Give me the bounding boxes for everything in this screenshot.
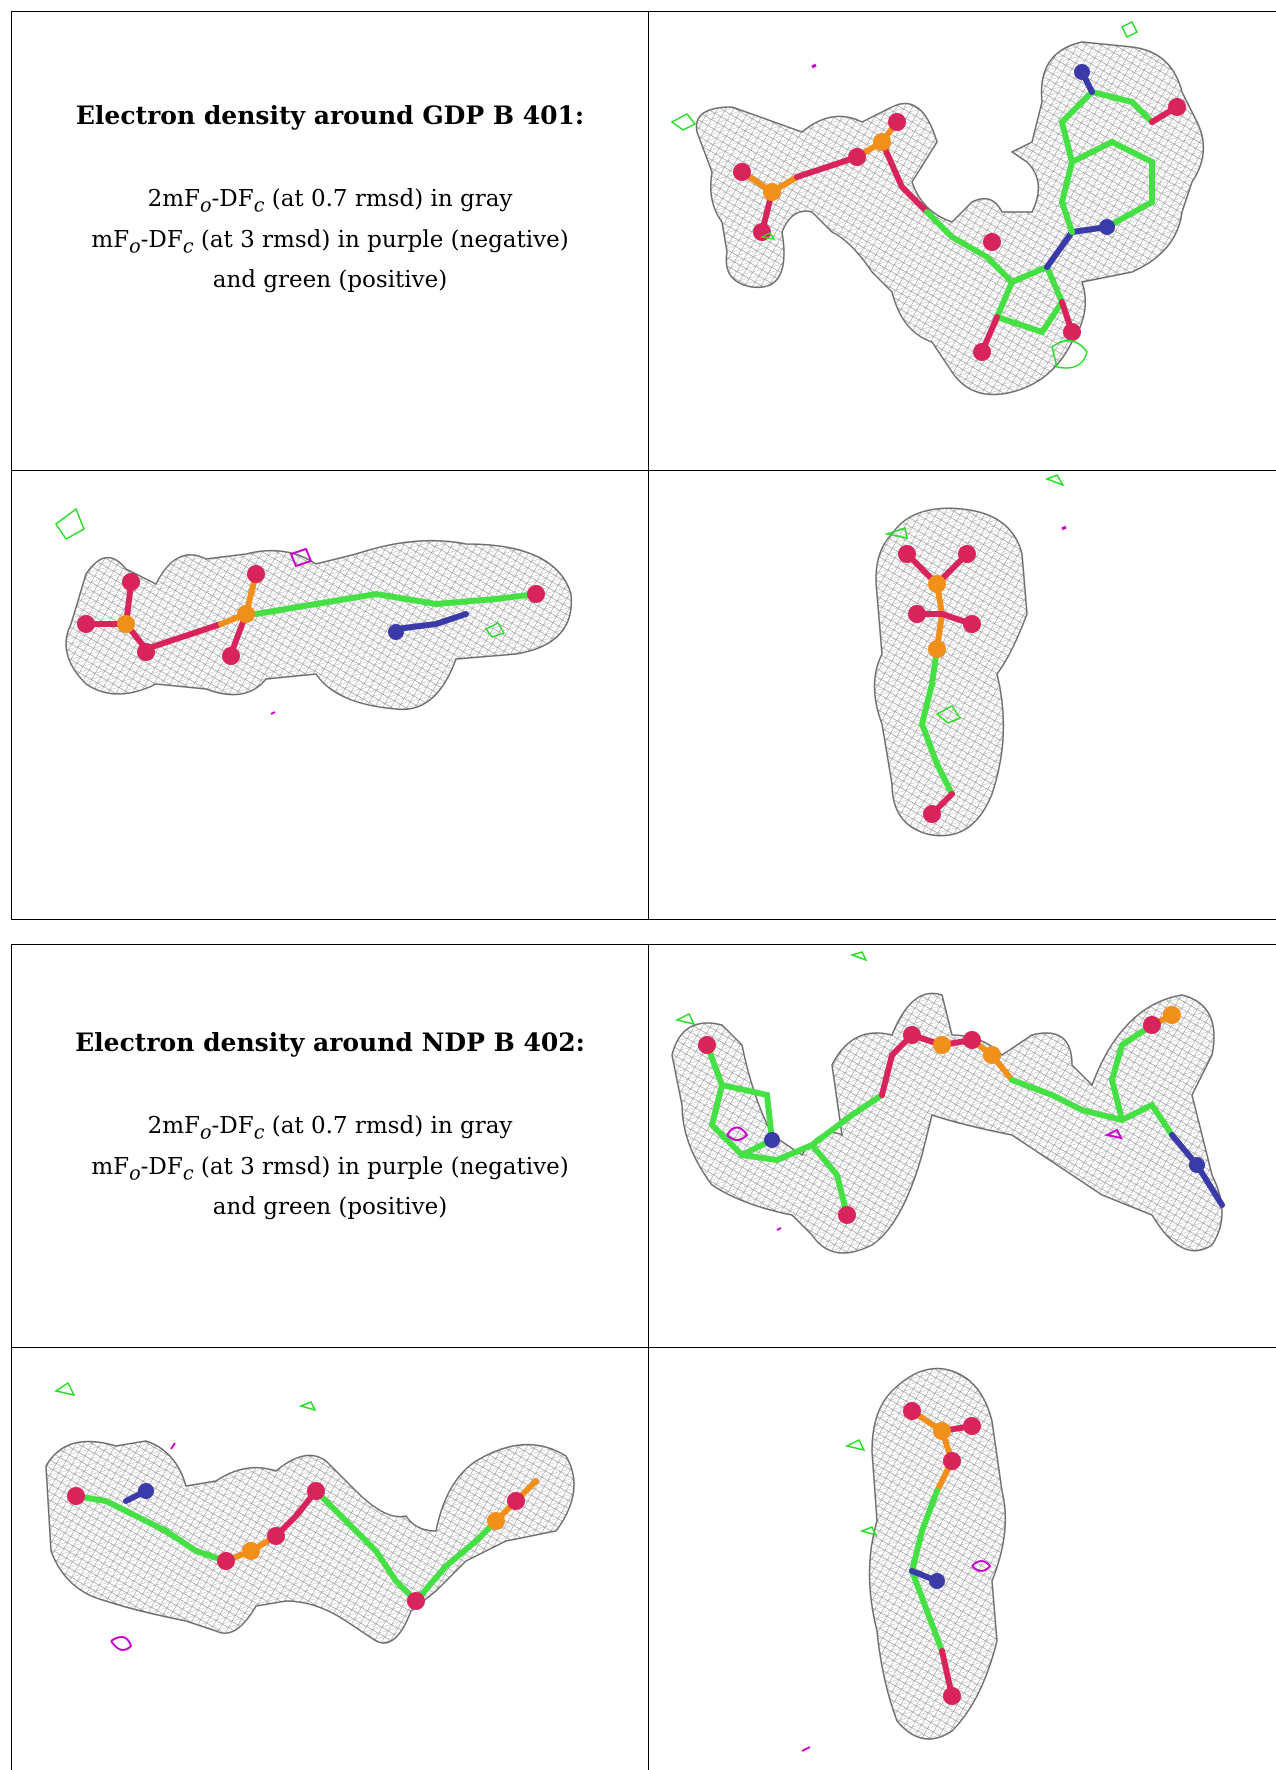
density-mesh — [671, 992, 1223, 1254]
atom-spheres — [77, 565, 545, 665]
positive-difference-density — [674, 951, 868, 1026]
legend-line-colors: and green (positive) — [212, 267, 448, 294]
gdp-caption: Electron density around GDP B 401: 2mFo-… — [12, 100, 648, 297]
atom-spheres — [698, 1006, 1205, 1224]
gdp-legend: 2mFo-DFc (at 0.7 rmsd) in gray mFo-DFc (… — [12, 182, 648, 297]
ndp-panel: Electron density around NDP B 402: 2mFo-… — [11, 944, 1276, 1770]
gdp-panel: Electron density around GDP B 401: 2mFo-… — [11, 11, 1276, 920]
ndp-density-view-3 — [652, 1351, 1272, 1767]
gdp-density-view-2 — [16, 474, 644, 914]
legend-line-mfo: mFo-DFc (at 3 rmsd) in purple (negative) — [91, 226, 569, 258]
negative-difference-density — [110, 1442, 176, 1651]
gdp-density-view-1 — [652, 12, 1272, 462]
negative-difference-density — [270, 547, 313, 715]
ndp-heading: Electron density around NDP B 402: — [75, 1028, 585, 1057]
density-mesh — [65, 539, 573, 711]
positive-difference-density — [884, 474, 1065, 724]
row-divider — [12, 470, 1276, 471]
legend-line-2mfo: 2mFo-DFc (at 0.7 rmsd) in gray — [147, 1113, 513, 1144]
column-divider — [648, 945, 649, 1770]
positive-difference-density — [54, 1381, 317, 1412]
density-mesh — [45, 1440, 575, 1644]
ndp-density-view-1 — [652, 945, 1272, 1343]
row-divider — [12, 1347, 1276, 1348]
molecule-bonds — [704, 1012, 1225, 1218]
ndp-density-view-2 — [16, 1351, 644, 1767]
ndp-caption: Electron density around NDP B 402: 2mFo-… — [12, 1027, 648, 1224]
legend-line-mfo: mFo-DFc (at 3 rmsd) in purple (negative) — [91, 1153, 569, 1185]
negative-difference-density — [801, 1560, 992, 1752]
negative-difference-density — [1061, 525, 1067, 531]
positive-difference-density — [844, 1438, 878, 1537]
negative-difference-density — [726, 1126, 1123, 1231]
ndp-legend: 2mFo-DFc (at 0.7 rmsd) in gray mFo-DFc (… — [12, 1109, 648, 1224]
gdp-heading: Electron density around GDP B 401: — [75, 101, 585, 130]
legend-line-colors: and green (positive) — [212, 1194, 448, 1221]
density-mesh — [873, 507, 1028, 837]
density-mesh — [695, 41, 1205, 396]
density-mesh — [868, 1367, 1007, 1740]
atom-spheres — [733, 64, 1186, 361]
negative-difference-density — [811, 63, 817, 69]
gdp-density-view-3 — [652, 474, 1272, 914]
legend-line-2mfo: 2mFo-DFc (at 0.7 rmsd) in gray — [147, 186, 513, 217]
atom-spheres — [903, 1402, 981, 1705]
column-divider — [648, 12, 649, 919]
positive-difference-density — [670, 20, 1139, 369]
atom-spheres — [898, 545, 981, 823]
atom-spheres — [67, 1482, 525, 1610]
positive-difference-density — [54, 507, 506, 638]
